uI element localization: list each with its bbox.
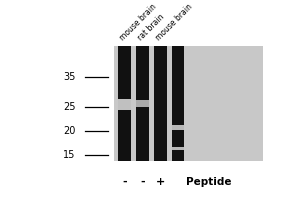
Text: 25: 25 <box>63 102 76 112</box>
Bar <box>154 46 167 161</box>
Bar <box>118 46 131 161</box>
Bar <box>118 99 131 110</box>
Text: 35: 35 <box>63 72 76 82</box>
Text: +: + <box>156 177 165 187</box>
Bar <box>172 46 184 161</box>
Text: 15: 15 <box>63 150 76 160</box>
Text: -: - <box>140 177 145 187</box>
Bar <box>114 46 263 161</box>
Text: mouse brain: mouse brain <box>154 3 194 43</box>
Bar <box>172 125 184 130</box>
Bar <box>136 100 149 107</box>
Bar <box>172 147 184 150</box>
Text: rat brain: rat brain <box>136 13 166 43</box>
Text: mouse brain: mouse brain <box>118 3 159 43</box>
Text: 20: 20 <box>63 126 76 136</box>
Text: -: - <box>122 177 127 187</box>
Text: Peptide: Peptide <box>186 177 231 187</box>
Bar <box>136 46 149 161</box>
